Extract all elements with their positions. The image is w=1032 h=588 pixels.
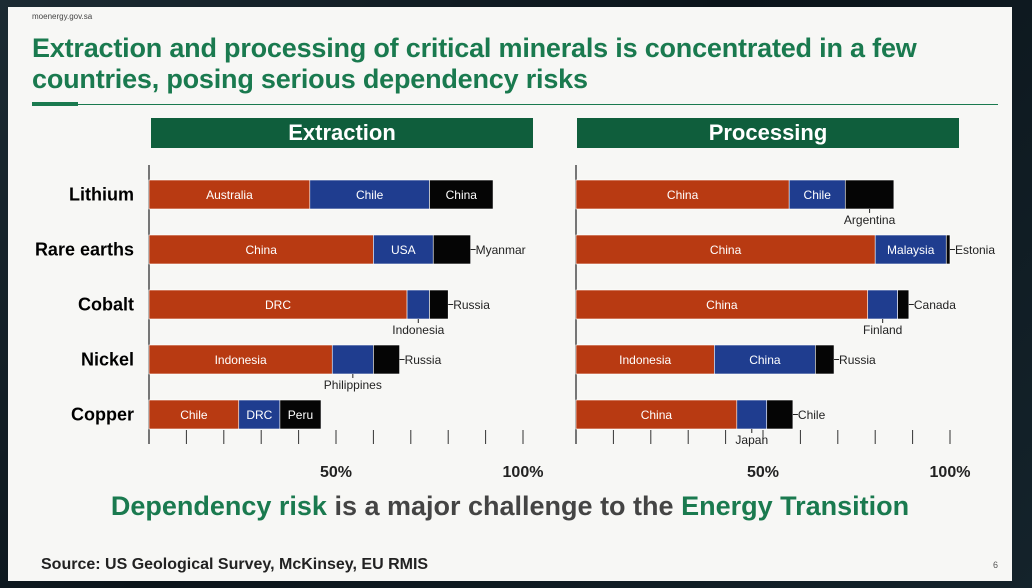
processing-label-cobalt-finland: Finland	[863, 323, 902, 337]
extraction-label-nickel-indonesia: Indonesia	[215, 353, 267, 367]
processing-bar-nickel-russia	[815, 344, 835, 375]
extraction-label-rare-earths-usa: USA	[391, 243, 416, 257]
processing-bar-rare-earths-china	[575, 234, 876, 265]
processing-label-cobalt-canada: Canada	[914, 298, 956, 312]
extraction-bar-copper-peru	[279, 399, 322, 430]
processing-bar-cobalt-canada	[897, 289, 910, 320]
processing-tick-label-100-: 100%	[930, 464, 971, 481]
processing-bar-copper-chile	[766, 399, 794, 430]
processing-bar-lithium-china	[575, 179, 790, 210]
processing-bar-rare-earths-malaysia	[874, 234, 947, 265]
dependency-banner: Dependency risk is a major challenge to …	[8, 491, 1012, 522]
processing-label-lithium-china: China	[667, 188, 699, 202]
extraction-bar-rare-earths-china	[148, 234, 374, 265]
processing-label-nickel-russia: Russia	[839, 353, 876, 367]
mineral-label-copper: Copper	[71, 405, 134, 425]
processing-label-lithium-chile: Chile	[804, 188, 832, 202]
processing-label-copper-china: China	[641, 408, 673, 422]
site-url: moenergy.gov.sa	[32, 12, 93, 21]
slide: moenergy.gov.sa Extraction and processin…	[8, 7, 1012, 581]
extraction-bar-cobalt-russia	[429, 289, 449, 320]
processing-label-nickel-indonesia: Indonesia	[619, 353, 671, 367]
extraction-bar-cobalt-indonesia	[406, 289, 430, 320]
banner-middle: is a major challenge to the	[326, 491, 682, 521]
slide-title: Extraction and processing of critical mi…	[32, 33, 917, 94]
extraction-label-rare-earths-myanmar: Myanmar	[476, 243, 526, 257]
extraction-label-cobalt-drc: DRC	[265, 298, 291, 312]
processing-tick-label-50-: 50%	[747, 464, 779, 481]
extraction-label-nickel-russia: Russia	[405, 353, 442, 367]
processing-label-lithium-argentina: Argentina	[844, 213, 896, 227]
processing-bar-lithium-argentina	[844, 179, 895, 210]
extraction-tick-label-50-: 50%	[320, 464, 352, 481]
extraction-bar-lithium-china	[429, 179, 494, 210]
extraction-bar-rare-earths-myanmar	[432, 234, 471, 265]
extraction-label-cobalt-russia: Russia	[453, 298, 490, 312]
extraction-bar-nickel-russia	[373, 344, 400, 375]
extraction-label-cobalt-indonesia: Indonesia	[392, 323, 444, 337]
processing-bar-rare-earths-estonia	[945, 234, 951, 265]
page-number: 6	[993, 560, 999, 570]
extraction-tick-label-100-: 100%	[503, 464, 544, 481]
processing-bar-cobalt-finland	[867, 289, 898, 320]
processing-panel-header: Processing	[577, 118, 959, 148]
processing-bar-cobalt-china	[575, 289, 869, 320]
extraction-label-lithium-australia: Australia	[206, 188, 253, 202]
extraction-bar-rare-earths-usa	[373, 234, 434, 265]
processing-label-cobalt-china: China	[706, 298, 738, 312]
mineral-dependency-chart: Lithium Rare earths Cobalt Nickel Copper 50% 1…	[35, 165, 995, 481]
extraction-bar-nickel-indonesia	[148, 344, 333, 375]
extraction-label-copper-peru: Peru	[288, 408, 313, 422]
source-note: Source: US Geological Survey, McKinsey, …	[41, 556, 429, 573]
processing-bar-copper-japan	[736, 399, 768, 430]
processing-bar-copper-china	[575, 399, 738, 430]
processing-bar-lithium-chile	[788, 179, 846, 210]
extraction-label-lithium-china: China	[446, 188, 478, 202]
banner-dependency-risk: Dependency risk	[110, 491, 327, 521]
extraction-label-lithium-chile: Chile	[356, 188, 384, 202]
extraction-label-copper-chile: Chile	[180, 408, 208, 422]
extraction-bar-copper-drc	[238, 399, 281, 430]
processing-bar-nickel-indonesia	[575, 344, 715, 375]
extraction-bar-copper-chile	[148, 399, 240, 430]
processing-label-nickel-china: China	[749, 353, 781, 367]
title-divider	[32, 104, 998, 105]
extraction-bar-nickel-philippines	[331, 344, 374, 375]
extraction-label-rare-earths-china: China	[246, 243, 278, 257]
processing-label-rare-earths-malaysia: Malaysia	[887, 243, 935, 257]
processing-label-rare-earths-estonia: Estonia	[955, 243, 995, 257]
mineral-label-lithium: Lithium	[69, 185, 134, 205]
processing-label-rare-earths-china: China	[710, 243, 742, 257]
processing-label-copper-japan: Japan	[735, 433, 768, 447]
extraction-label-nickel-philippines: Philippines	[324, 378, 382, 392]
processing-bar-nickel-china	[714, 344, 816, 375]
mineral-label-cobalt: Cobalt	[78, 295, 134, 315]
extraction-panel-header: Extraction	[151, 118, 533, 148]
mineral-label-rare-earths: Rare earths	[35, 240, 134, 260]
mineral-label-nickel: Nickel	[81, 350, 134, 370]
banner-energy-transition: Energy Transition	[681, 491, 910, 521]
processing-label-copper-chile: Chile	[798, 408, 826, 422]
extraction-label-copper-drc: DRC	[246, 408, 272, 422]
